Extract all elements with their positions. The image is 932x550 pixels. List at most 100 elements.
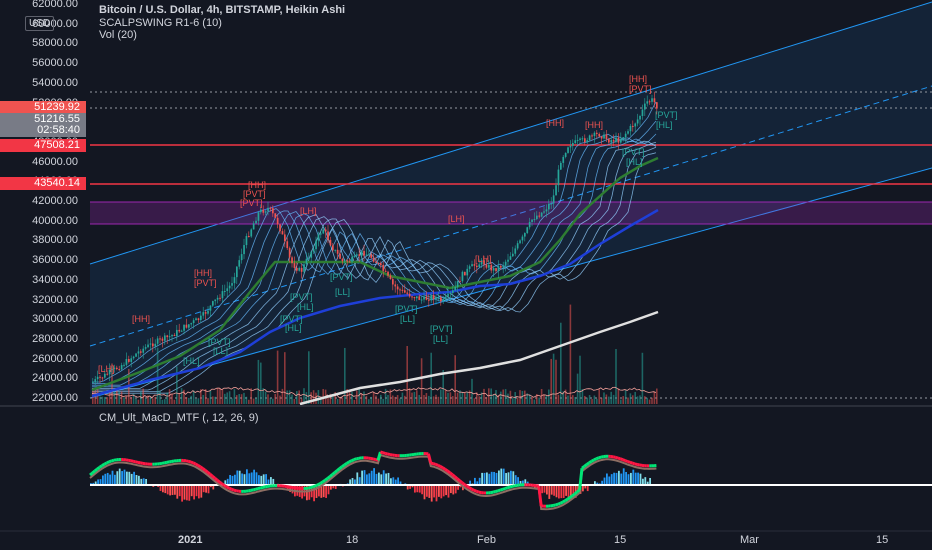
candles[interactable]: [92, 91, 658, 386]
candle-body: [310, 251, 313, 258]
macd-hist-bar: [320, 485, 323, 498]
macd-line-segment: [384, 451, 388, 456]
volume-bar: [99, 396, 101, 404]
ema-blue-line[interactable]: [91, 208, 659, 398]
price-tag: 47508.21: [0, 139, 86, 152]
sma-white-line[interactable]: [299, 310, 659, 406]
volume-bar: [615, 349, 617, 404]
volume-bar: [252, 398, 255, 404]
pivot-label: [LL]: [335, 287, 350, 297]
candle-body: [413, 297, 416, 299]
volume-bar: [459, 390, 461, 404]
macd-line-segment: [497, 488, 501, 493]
macd-line-segment: [576, 488, 581, 494]
candle-body: [221, 291, 224, 299]
macd-line-segment: [331, 471, 336, 476]
channel-top-line[interactable]: [89, 1, 932, 265]
volume-bar: [644, 396, 646, 404]
macd-line-segment: [209, 473, 214, 478]
candle-body: [548, 203, 550, 210]
macd-line-segment: [312, 484, 317, 489]
macd-line-segment: [264, 484, 268, 489]
volume-bar: [586, 397, 588, 404]
volume-bar: [432, 396, 435, 404]
volume-bar: [317, 390, 320, 404]
candle-body: [245, 236, 248, 246]
macd-hist-bar: [265, 474, 267, 485]
candle-body: [404, 290, 406, 293]
candle-body: [519, 240, 521, 244]
volume-bar: [464, 392, 466, 404]
macd-hist-bar: [490, 471, 493, 485]
macd-line-segment: [470, 487, 475, 492]
macd-line-segment: [446, 469, 451, 474]
candle-body: [360, 250, 363, 256]
volume-bar: [149, 397, 152, 404]
volume-bar: [492, 394, 495, 404]
macd-hist-bar: [262, 474, 265, 485]
volume-bar: [137, 399, 140, 404]
candle-body: [202, 312, 205, 316]
candle-body: [101, 377, 104, 379]
candle-body: [531, 219, 533, 222]
time-axis-tick: 15: [876, 534, 889, 546]
price-axis-tick: 30000.00: [32, 313, 78, 326]
volume-bar: [272, 398, 274, 404]
candle-body: [104, 373, 106, 378]
macd-line-segment: [333, 469, 339, 474]
volume-bar: [401, 392, 404, 404]
macd-hist-bar: [92, 482, 95, 485]
macd-hist-bar: [562, 485, 565, 498]
currency-unit-badge[interactable]: USD: [25, 16, 55, 31]
macd-hist-bar: [373, 468, 375, 485]
volume-bar: [521, 390, 524, 404]
candle-body: [291, 257, 293, 264]
macd-line-segment: [426, 453, 433, 464]
candle-body: [365, 254, 368, 256]
candle-body: [315, 240, 317, 250]
volume-bar: [437, 396, 440, 404]
pivot-label: [HH]: [546, 118, 564, 128]
ema-green-line[interactable]: [91, 156, 659, 392]
pivot-label: [PVT]: [330, 272, 353, 282]
candle-body: [574, 140, 577, 144]
candle-body: [605, 134, 608, 140]
candle-body: [567, 147, 569, 153]
volume-bar: [430, 352, 432, 404]
indicator-volume-label[interactable]: Vol (20): [99, 29, 137, 41]
macd-hist-bar: [267, 479, 270, 485]
candle-body: [161, 338, 164, 341]
candle-body: [308, 257, 310, 259]
macd-hist-bar: [582, 485, 584, 492]
pivot-label: [LL]: [433, 334, 448, 344]
volume-bar: [495, 390, 497, 404]
macd-hist-bar: [358, 477, 361, 485]
pivot-label: [LH]: [475, 254, 492, 264]
volume-bar: [185, 397, 188, 404]
macd-line-segment: [461, 481, 466, 486]
volume-bar: [221, 389, 224, 404]
supply-zone[interactable]: [90, 202, 932, 224]
volume-bar: [346, 389, 348, 404]
channel-mid-line[interactable]: [89, 85, 932, 347]
macd-line-segment: [255, 487, 259, 491]
macd-hist-bar: [649, 477, 651, 485]
candle-body: [624, 133, 627, 138]
indicator-scalpswing-label[interactable]: SCALPSWING R1-6 (10): [99, 17, 222, 29]
macd-hist-bar: [224, 480, 227, 485]
indicator-macd-label[interactable]: CM_Ult_MacD_MTF (, 12, 26, 9): [99, 412, 259, 424]
volume-bar: [454, 355, 456, 404]
symbol-title[interactable]: Bitcoin / U.S. Dollar, 4h, BITSTAMP, Hei…: [99, 4, 346, 16]
volume-bar: [305, 392, 308, 404]
macd-hist-bar: [183, 485, 186, 500]
macd-hist-bar: [238, 470, 241, 485]
candle-body: [125, 358, 128, 365]
macd-line-segment: [343, 462, 348, 467]
volume-bar: [620, 399, 622, 404]
candle-body: [272, 208, 274, 214]
candle-body: [581, 138, 584, 140]
candle-body: [543, 211, 545, 213]
macd-hist-bar: [243, 474, 246, 485]
macd-hist-bar: [502, 468, 505, 485]
